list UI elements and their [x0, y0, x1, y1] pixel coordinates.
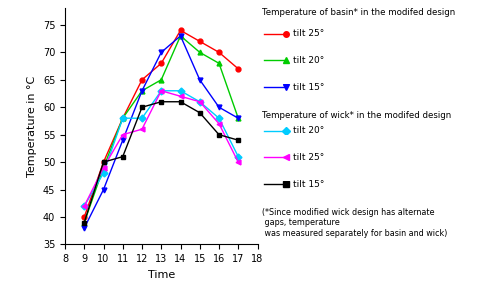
- Text: tilt 15°: tilt 15°: [292, 83, 324, 92]
- Text: (*Since modified wick design has alternate
 gaps, temperature
 was measured sepa: (*Since modified wick design has alterna…: [262, 208, 448, 238]
- Text: Temperature of wick* in the modifed design: Temperature of wick* in the modifed desi…: [262, 111, 452, 120]
- Text: tilt 25°: tilt 25°: [292, 153, 324, 162]
- Text: Temperature of basin* in the modifed design: Temperature of basin* in the modifed des…: [262, 8, 456, 17]
- Y-axis label: Temperature in °C: Temperature in °C: [27, 76, 37, 177]
- Text: tilt 15°: tilt 15°: [292, 180, 324, 189]
- Text: tilt 20°: tilt 20°: [292, 126, 324, 135]
- X-axis label: Time: Time: [148, 270, 175, 280]
- Text: tilt 25°: tilt 25°: [292, 29, 324, 38]
- Text: tilt 20°: tilt 20°: [292, 56, 324, 65]
